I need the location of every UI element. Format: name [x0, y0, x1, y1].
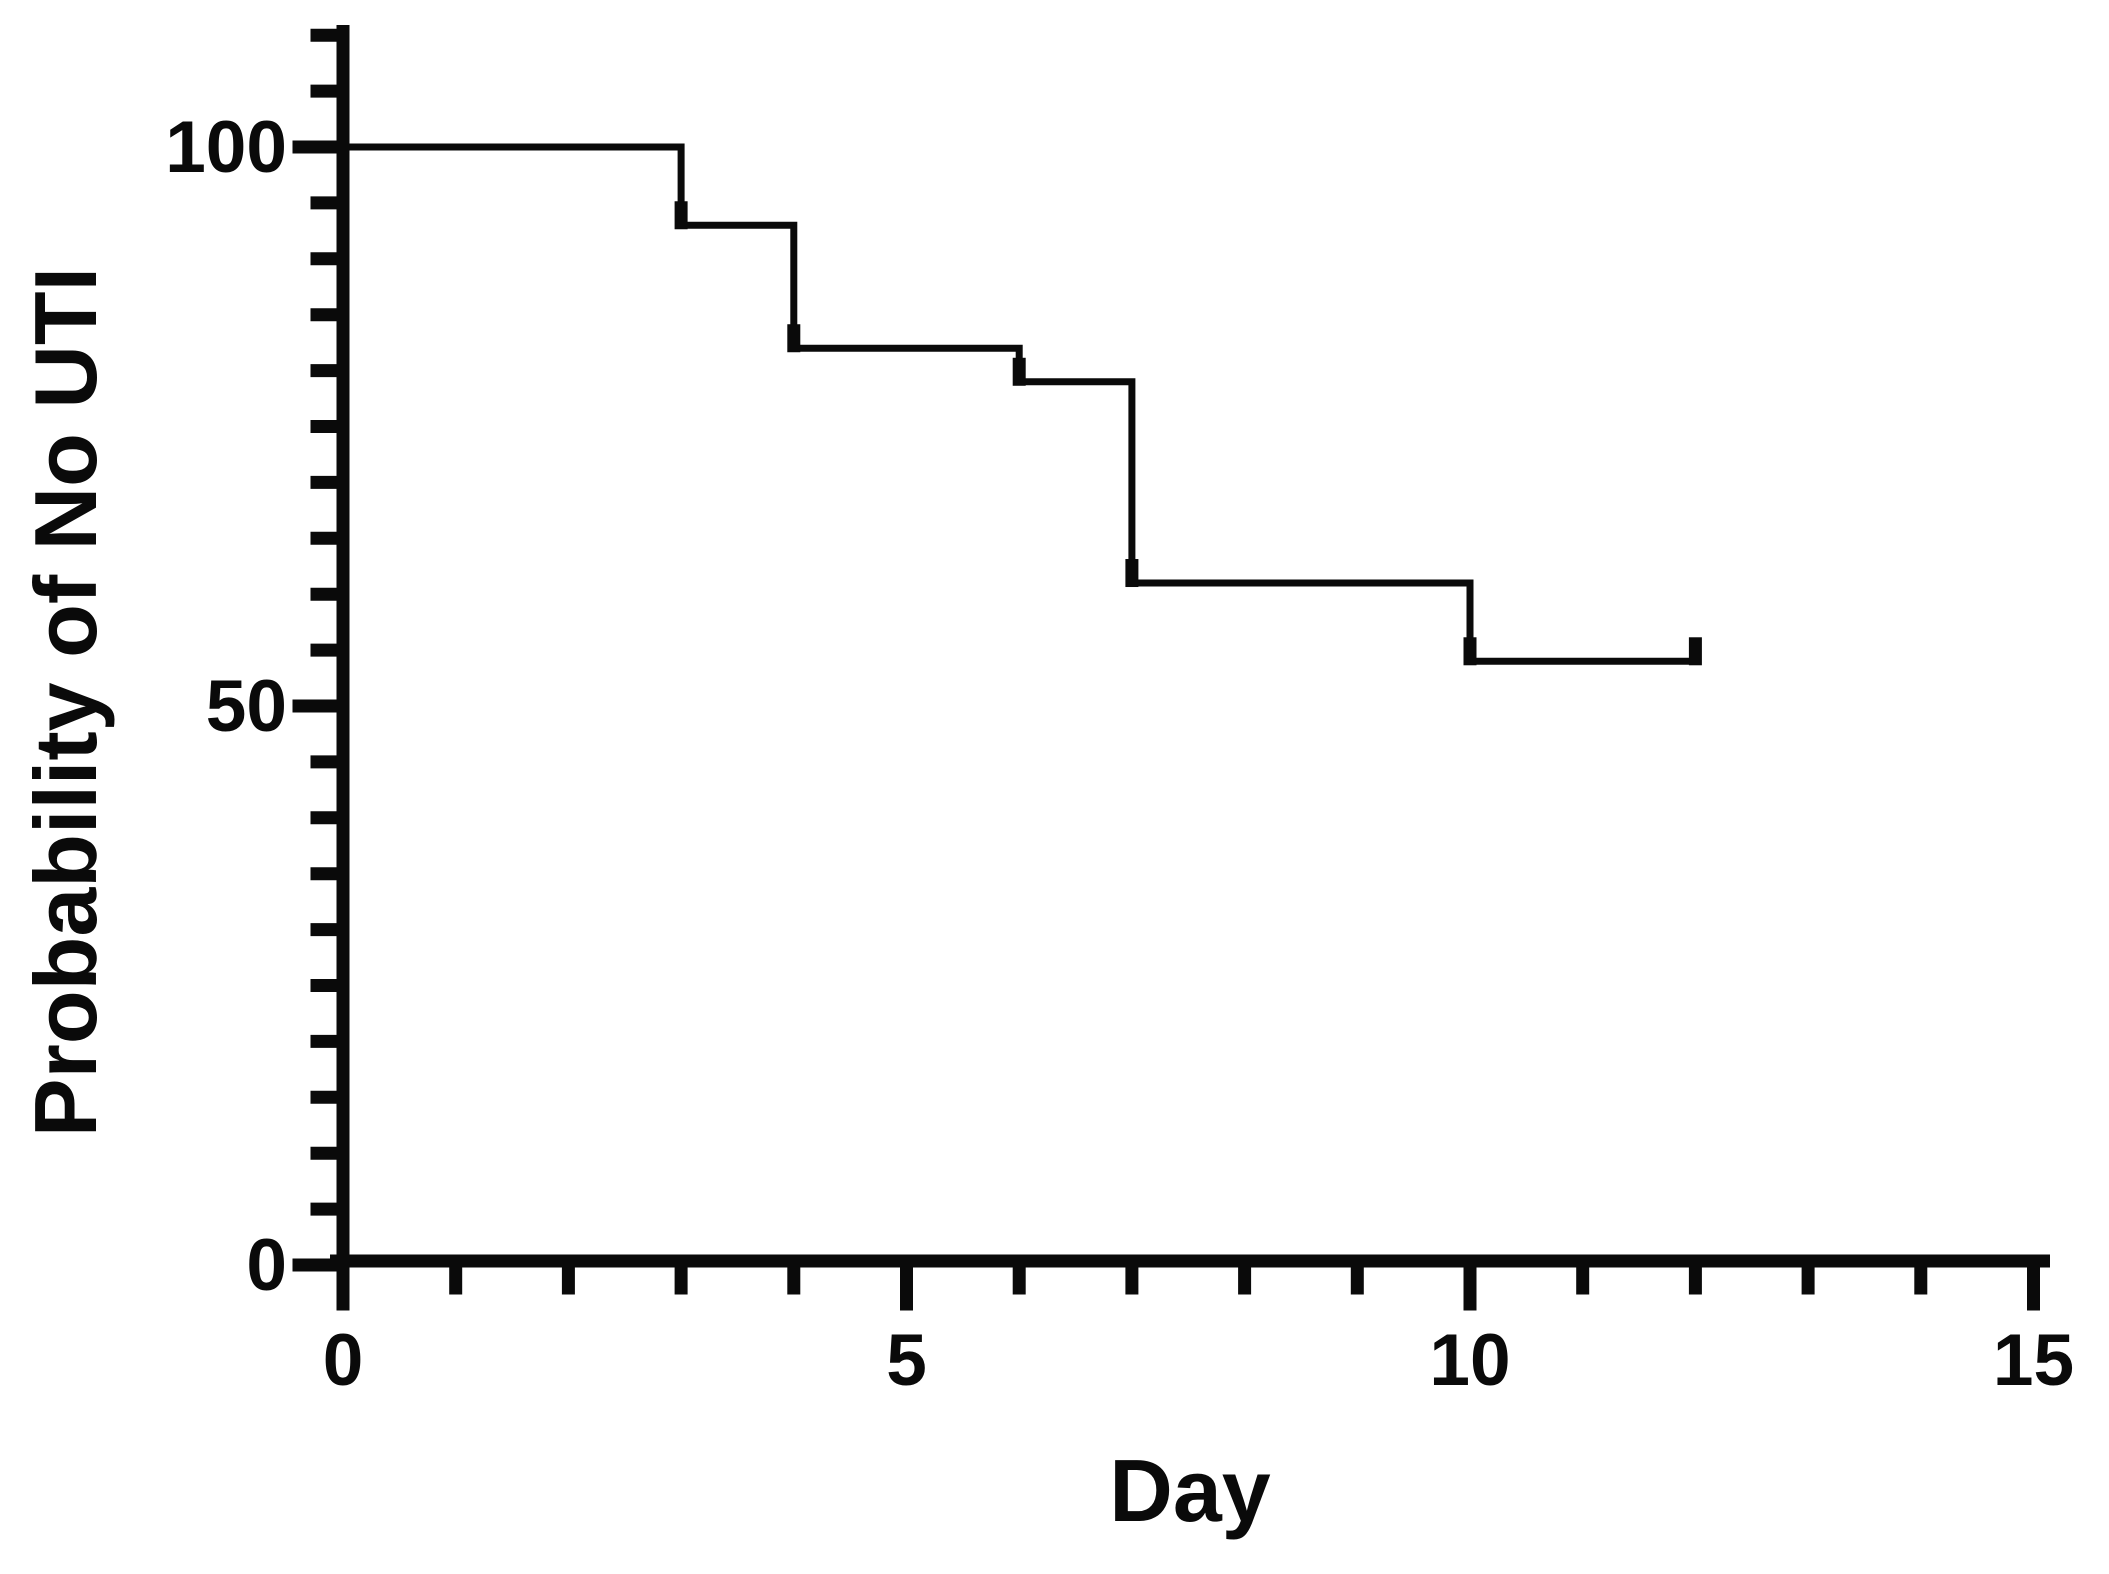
y-tick-label: 100 — [165, 107, 287, 188]
x-tick-label: 0 — [323, 1320, 364, 1401]
x-tick-label: 5 — [886, 1320, 927, 1401]
y-axis-title: Probability of No UTI — [16, 266, 115, 1138]
censor-tick — [1125, 559, 1139, 588]
censor-tick — [787, 324, 801, 353]
x-tick-label: 15 — [1993, 1320, 2074, 1401]
y-tick-label: 0 — [246, 1225, 287, 1306]
censor-tick — [1012, 357, 1026, 386]
censor-tick — [674, 201, 688, 230]
censor-tick — [1688, 637, 1702, 666]
survival-curve-line — [343, 143, 1696, 665]
censor-tick — [1463, 637, 1477, 666]
x-axis-title: Day — [1109, 1441, 1271, 1540]
x-tick-label: 10 — [1429, 1320, 1510, 1401]
y-tick-label: 50 — [206, 666, 287, 747]
